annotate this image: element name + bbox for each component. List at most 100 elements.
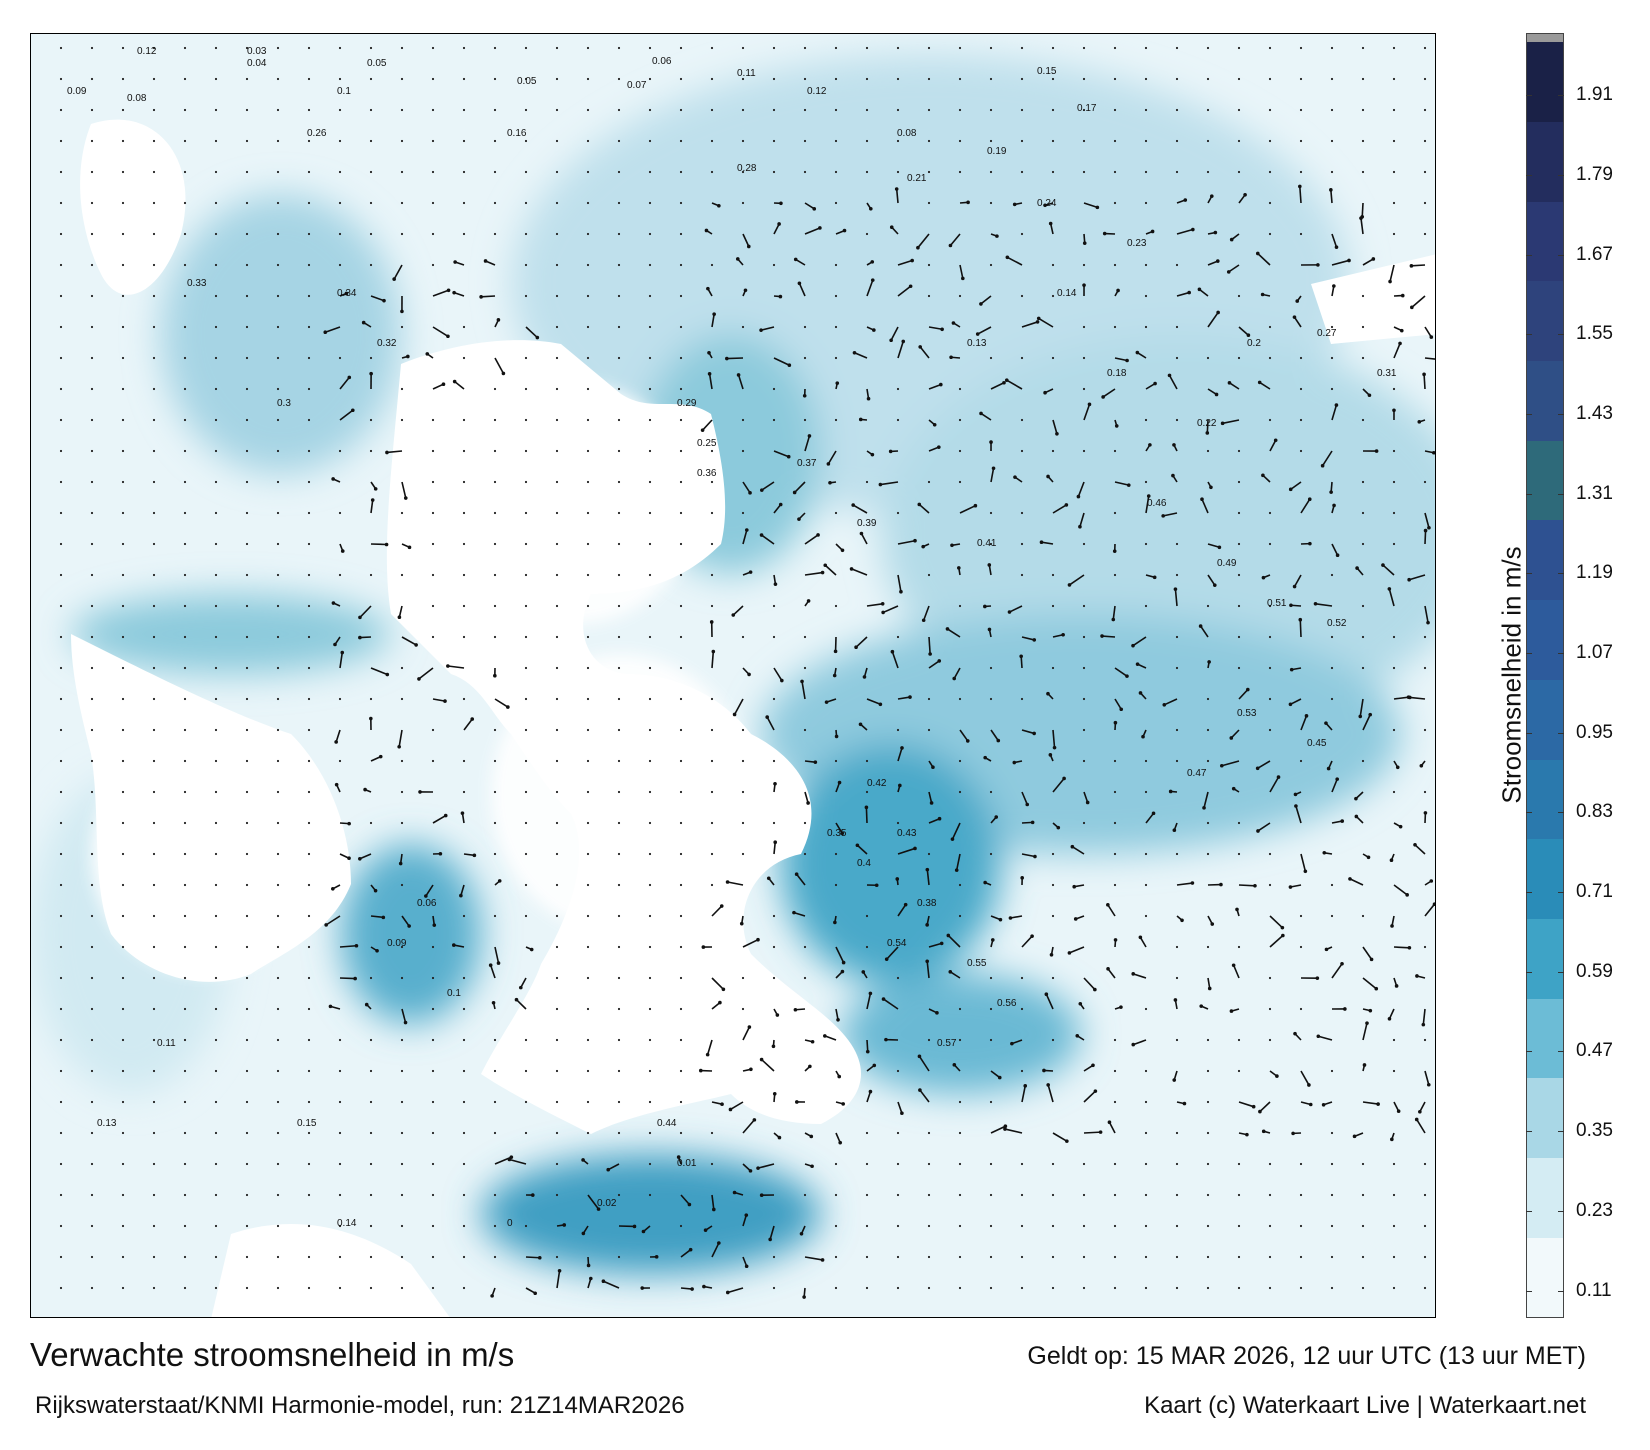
current-arrow-head [364, 1002, 369, 1007]
current-dot [1299, 387, 1303, 391]
current-dot [1175, 356, 1179, 360]
current-dot [617, 821, 621, 825]
current-dot [1020, 449, 1024, 453]
current-dot [493, 914, 497, 918]
current-dot [586, 511, 590, 515]
current-dot [1268, 356, 1272, 360]
current-arrow [1331, 543, 1339, 556]
current-arrow-head [711, 649, 716, 654]
current-dot [462, 170, 466, 174]
current-arrow [1228, 264, 1240, 273]
current-arrow [742, 529, 748, 545]
current-dot [338, 1224, 342, 1228]
current-dot [152, 480, 156, 484]
current-dot [1361, 294, 1365, 298]
current-dot [772, 1255, 776, 1259]
current-dot [338, 1131, 342, 1135]
current-dot [400, 759, 404, 763]
current-arrow-head [596, 1207, 601, 1211]
current-arrow-head [1324, 947, 1329, 952]
current-dot [214, 1224, 218, 1228]
current-dot [1206, 449, 1210, 453]
current-dot [679, 790, 683, 794]
current-arrow [1207, 311, 1219, 328]
current-dot [1361, 1255, 1365, 1259]
current-arrow-head [1075, 1033, 1080, 1038]
current-dot [1423, 77, 1427, 81]
colorbar-title: Stroomsnelheid in m/s [1496, 546, 1527, 804]
current-dot [524, 449, 528, 453]
current-arrow-head [732, 1190, 737, 1195]
current-dot [1082, 666, 1086, 670]
current-arrow-head [1408, 695, 1412, 700]
current-arrow-head [1033, 854, 1037, 859]
current-dot [1175, 945, 1179, 949]
current-dot [400, 232, 404, 236]
current-arrow-head [961, 276, 965, 281]
current-dot [276, 759, 280, 763]
current-dot [493, 759, 497, 763]
current-arrow-head [1335, 777, 1339, 781]
colorbar-tick [1526, 493, 1532, 495]
current-dot [1392, 139, 1396, 143]
current-arrow-head [760, 488, 764, 492]
current-dot [493, 418, 497, 422]
current-arrow-head [640, 1286, 645, 1290]
current-dot [369, 170, 373, 174]
current-dot [617, 418, 621, 422]
current-arrow-head [900, 746, 904, 750]
current-arrow-head [987, 563, 992, 567]
current-dot [59, 46, 63, 50]
current-dot [338, 139, 342, 143]
current-dot [307, 1069, 311, 1073]
current-arrow-head [888, 449, 893, 454]
current-dot [462, 1007, 466, 1011]
current-arrow-head [744, 1264, 749, 1269]
current-dot [524, 759, 528, 763]
current-dot [214, 976, 218, 980]
current-arrow [1360, 218, 1364, 235]
colorbar-tick-label: 0.59 [1576, 960, 1613, 982]
current-dot [648, 449, 652, 453]
current-arrow-head [1388, 279, 1392, 284]
current-dot [927, 139, 931, 143]
current-dot [524, 201, 528, 205]
colorbar-tick [1558, 1051, 1564, 1053]
current-arrow-head [1392, 408, 1396, 413]
current-dot [1082, 1162, 1086, 1166]
current-arrow [1393, 696, 1409, 700]
current-arrow-head [1229, 1009, 1234, 1013]
current-arrow-head [865, 1049, 870, 1054]
current-arrow [1052, 419, 1058, 434]
current-arrow [481, 295, 496, 298]
current-arrow-head [1003, 1127, 1007, 1131]
current-dot [617, 976, 621, 980]
current-dot [1051, 573, 1055, 577]
current-dot [1392, 1193, 1396, 1197]
current-arrow-head [797, 517, 801, 521]
current-dot [1392, 449, 1396, 453]
current-dot [1175, 852, 1179, 856]
current-dot [1237, 1224, 1241, 1228]
current-arrow-head [1180, 918, 1184, 923]
current-dot [617, 945, 621, 949]
current-arrow-head [823, 1034, 827, 1038]
current-arrow-head [925, 959, 929, 964]
current-arrow-head [995, 234, 999, 238]
current-speed-map[interactable]: 0.12 0.03 0.04 0.05 0.09 0.08 0.1 0.05 0.07 0.06 0… [30, 33, 1436, 1318]
current-dot [245, 697, 249, 701]
current-dot [152, 852, 156, 856]
current-arrow [1362, 1022, 1368, 1041]
current-arrow [1416, 1119, 1426, 1134]
current-arrow-head [772, 1091, 777, 1096]
current-dot [431, 1038, 435, 1042]
current-arrow-head [864, 805, 869, 810]
current-dot [1206, 945, 1210, 949]
current-dot [400, 1069, 404, 1073]
current-dot [1082, 821, 1086, 825]
current-dot [400, 945, 404, 949]
current-dot [59, 511, 63, 515]
current-arrow-head [858, 417, 863, 422]
current-dot [152, 1131, 156, 1135]
current-arrow-head [1365, 1021, 1369, 1025]
